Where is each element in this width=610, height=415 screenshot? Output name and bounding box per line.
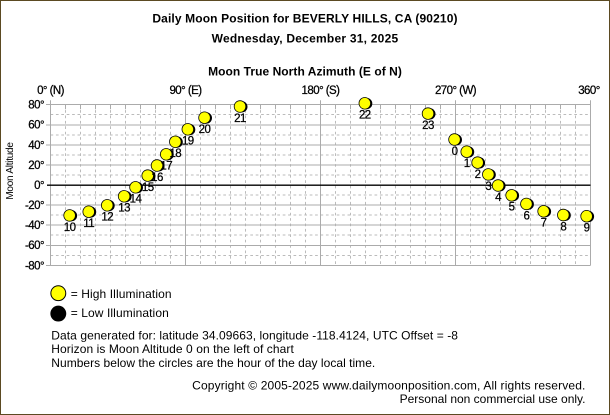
svg-text:= Low Illumination: = Low Illumination — [71, 306, 169, 320]
svg-text:Data generated for: latitude 3: Data generated for: latitude 34.09663, l… — [51, 328, 458, 342]
svg-text:Copyright © 2005-2025 www.dail: Copyright © 2005-2025 www.dailymoonposit… — [192, 379, 585, 393]
svg-text:60°: 60° — [28, 120, 44, 132]
svg-text:0: 0 — [452, 146, 458, 158]
svg-text:20°: 20° — [28, 160, 44, 172]
svg-text:3: 3 — [485, 181, 491, 193]
svg-text:18: 18 — [169, 148, 181, 160]
svg-text:-60°: -60° — [25, 240, 44, 252]
svg-text:-20°: -20° — [25, 200, 44, 212]
svg-text:20: 20 — [199, 124, 211, 136]
svg-text:22: 22 — [359, 110, 371, 122]
svg-text:10: 10 — [64, 222, 76, 234]
svg-text:7: 7 — [541, 218, 547, 230]
svg-text:0° (N): 0° (N) — [37, 85, 65, 97]
svg-text:4: 4 — [495, 192, 502, 204]
svg-text:9: 9 — [584, 223, 590, 235]
svg-text:Numbers below the circles are: Numbers below the circles are the hour o… — [51, 356, 375, 370]
svg-text:8: 8 — [560, 221, 566, 233]
svg-text:Moon True North Azimuth (E of: Moon True North Azimuth (E of N) — [208, 65, 402, 79]
svg-text:15: 15 — [142, 182, 154, 194]
svg-text:21: 21 — [234, 113, 246, 125]
svg-text:180° (S): 180° (S) — [302, 85, 341, 97]
svg-text:-40°: -40° — [25, 220, 44, 232]
svg-text:16: 16 — [151, 172, 163, 184]
svg-text:23: 23 — [422, 120, 434, 132]
svg-text:Personal non commercial use on: Personal non commercial use only. — [400, 392, 586, 406]
svg-text:14: 14 — [130, 194, 143, 206]
svg-text:0°: 0° — [34, 180, 44, 192]
svg-text:Daily Moon Position for BEVERL: Daily Moon Position for BEVERLY HILLS, C… — [152, 11, 457, 25]
svg-text:= High Illumination: = High Illumination — [71, 287, 172, 301]
svg-text:80°: 80° — [28, 100, 44, 112]
svg-text:360°: 360° — [578, 85, 600, 97]
svg-text:13: 13 — [118, 203, 130, 215]
svg-text:Horizon is Moon Altitude 0 on: Horizon is Moon Altitude 0 on the left o… — [51, 342, 294, 356]
svg-text:Wednesday, December 31, 2025: Wednesday, December 31, 2025 — [212, 32, 399, 46]
svg-text:12: 12 — [101, 212, 113, 224]
svg-text:40°: 40° — [28, 140, 44, 152]
svg-text:6: 6 — [523, 210, 529, 222]
svg-text:2: 2 — [475, 169, 481, 181]
svg-text:-80°: -80° — [25, 260, 44, 272]
svg-text:19: 19 — [182, 136, 194, 148]
svg-text:270° (W): 270° (W) — [435, 85, 477, 97]
svg-text:5: 5 — [509, 202, 515, 214]
svg-text:11: 11 — [83, 218, 94, 230]
svg-text:90° (E): 90° (E) — [169, 85, 202, 97]
svg-text:Moon Altitude: Moon Altitude — [5, 142, 16, 200]
svg-text:17: 17 — [160, 161, 172, 173]
svg-text:1: 1 — [464, 158, 470, 170]
